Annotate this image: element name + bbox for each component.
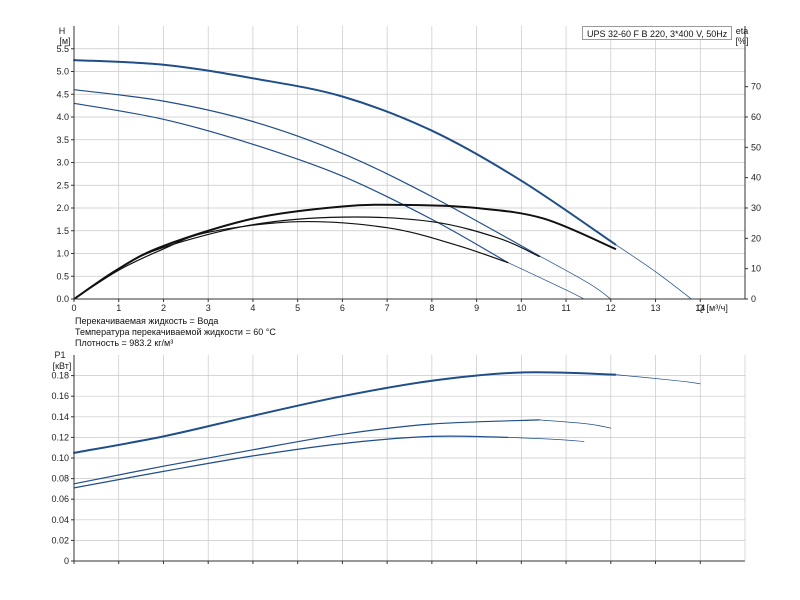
bottom-y-tick-label: 0.02 xyxy=(51,535,69,545)
top-series xyxy=(73,59,692,300)
x-tick-label: 10 xyxy=(516,303,526,313)
x-tick-label: 4 xyxy=(250,303,255,313)
top-axes: 0 1 2 3 4 5 6 7 8 9 10 11 12 13 140.00.51.01.52.02.53.… xyxy=(56,26,761,313)
y-right-tick-label: 0 xyxy=(751,294,756,304)
y-tick-label: 4.5 xyxy=(56,89,69,99)
top-series-head-1 xyxy=(73,89,540,257)
y-right-tick-label: 40 xyxy=(751,173,761,183)
model-label: UPS 32-60 F B 220, 3*400 V, 50Hz xyxy=(582,26,732,40)
y-tick-label: 3.5 xyxy=(56,135,69,145)
bottom-y-tick-label: 0.08 xyxy=(51,474,69,484)
bottom-y-tick-label: 0.14 xyxy=(51,412,69,422)
y-axis-unit: [м] xyxy=(59,36,70,46)
x-tick-label: 13 xyxy=(651,303,661,313)
bottom-y-tick-label: 0.12 xyxy=(51,432,69,442)
y-tick-label: 0.0 xyxy=(56,294,69,304)
bottom-y-tick-label: 0.06 xyxy=(51,494,69,504)
bottom-y-tick-label: 0.04 xyxy=(51,515,69,525)
bottom-y-tick-label: 0 xyxy=(64,556,69,566)
bottom-series-power-extension-5 xyxy=(507,437,585,442)
y-tick-label: 2.0 xyxy=(56,203,69,213)
bottom-grid xyxy=(73,355,745,562)
y-tick-label: 1.0 xyxy=(56,249,69,259)
bottom-series-power-extension-4 xyxy=(538,419,612,429)
bottom-y-axis-unit: [кВт] xyxy=(53,361,72,371)
top-series-efficiency-7 xyxy=(73,216,540,300)
top-series-head-extension-3 xyxy=(614,244,692,300)
x-tick-label: 6 xyxy=(340,303,345,313)
x-tick-label: 12 xyxy=(606,303,616,313)
top-series-head-extension-5 xyxy=(507,262,585,300)
top-series-efficiency-8 xyxy=(73,220,509,300)
x-tick-label: 3 xyxy=(206,303,211,313)
bottom-y-tick-label: 0.16 xyxy=(51,391,69,401)
bottom-y-tick-label: 0.18 xyxy=(51,371,69,381)
y-tick-label: 3.0 xyxy=(56,158,69,168)
bottom-series-power-0 xyxy=(73,371,617,454)
y-tick-label: 0.5 xyxy=(56,271,69,281)
x-tick-label: 8 xyxy=(429,303,434,313)
x-tick-label: 1 xyxy=(116,303,121,313)
y-tick-label: 2.5 xyxy=(56,180,69,190)
y-right-tick-label: 30 xyxy=(751,203,761,213)
y-right-tick-label: 70 xyxy=(751,82,761,92)
top-series-head-0 xyxy=(73,59,617,246)
top-series-head-extension-4 xyxy=(538,255,612,300)
bottom-series-power-1 xyxy=(73,419,540,485)
x-tick-label: 5 xyxy=(295,303,300,313)
x-tick-label: 2 xyxy=(161,303,166,313)
bottom-y-tick-label: 0.10 xyxy=(51,453,69,463)
y-right-axis-unit: [%] xyxy=(735,36,748,46)
y-tick-label: 1.5 xyxy=(56,226,69,236)
y-right-tick-label: 60 xyxy=(751,112,761,122)
note-temperature: Температура перекачиваемой жидкости = 60… xyxy=(75,327,276,337)
bottom-axes: 0 0.02 0.04 0.06 0.08 0.10 0.12 0.14 0.16 0.18 P1[… xyxy=(51,350,746,566)
x-tick-label: 0 xyxy=(71,303,76,313)
top-grid xyxy=(73,26,745,300)
y-right-axis-title: eta xyxy=(736,26,749,36)
x-tick-label: 7 xyxy=(385,303,390,313)
y-right-tick-label: 20 xyxy=(751,233,761,243)
y-tick-label: 5.0 xyxy=(56,67,69,77)
x-tick-label: 11 xyxy=(561,303,570,313)
y-right-tick-label: 50 xyxy=(751,142,761,152)
y-right-tick-label: 10 xyxy=(751,264,761,274)
y-tick-label: 4.0 xyxy=(56,112,69,122)
note-density: Плотность = 983.2 кг/м³ xyxy=(75,338,174,348)
bottom-series-power-extension-3 xyxy=(614,374,701,385)
top-series-head-2 xyxy=(73,102,509,264)
x-tick-label: 14 xyxy=(695,303,705,313)
y-axis-title: H xyxy=(59,26,66,36)
note-liquid: Перекачиваемая жидкость = Вода xyxy=(75,316,219,326)
x-axis-title: Q [м³/ч] xyxy=(697,303,728,313)
bottom-y-axis-title: P1 xyxy=(54,350,65,360)
y-tick-label: 5.5 xyxy=(56,44,69,54)
x-tick-label: 9 xyxy=(474,303,479,313)
bottom-series-power-2 xyxy=(73,435,509,489)
bottom-series xyxy=(73,371,701,489)
